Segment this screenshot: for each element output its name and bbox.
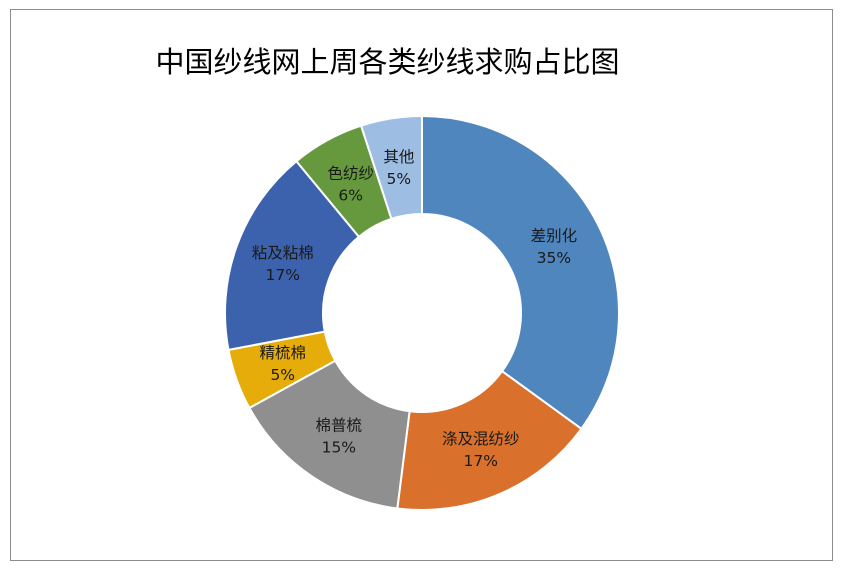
slice-percent-label: 17% (266, 266, 300, 284)
slice-category-label: 精梳棉 (259, 344, 306, 362)
slice-category-label: 棉普梳 (316, 416, 363, 434)
slice-percent-label: 35% (537, 249, 571, 267)
slice-category-label: 粘及粘棉 (252, 244, 314, 262)
slice-category-label: 涤及混纺纱 (442, 430, 520, 448)
donut-slice (421, 114, 620, 431)
slice-percent-label: 15% (322, 438, 356, 456)
slice-percent-label: 17% (464, 452, 498, 470)
slice-percent-label: 6% (338, 186, 363, 204)
chart-title: 中国纱线网上周各类纱线求购占比图 (155, 45, 620, 79)
slice-category-label: 差别化 (531, 227, 578, 245)
donut-slice (224, 159, 361, 352)
donut-slice (396, 369, 583, 511)
slice-category-label: 其他 (383, 148, 414, 166)
slice-percent-label: 5% (387, 170, 412, 188)
slice-category-label: 色纺纱 (327, 164, 374, 182)
donut-slice (359, 114, 423, 221)
slice-percent-label: 5% (270, 366, 295, 384)
